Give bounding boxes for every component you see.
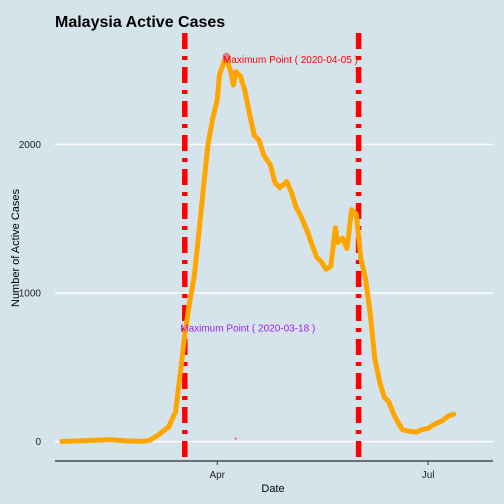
- y-tick-label: 0: [35, 437, 41, 448]
- markers: [222, 52, 237, 440]
- series-layer: [59, 54, 457, 444]
- y-tick-label: 1000: [19, 289, 42, 300]
- data-point-marker: [222, 52, 231, 61]
- chart-title: Malaysia Active Cases: [55, 14, 225, 31]
- axes: 0 1000 2000 Apr Jul: [19, 140, 493, 481]
- data-point-marker: [234, 437, 237, 440]
- y-axis-title: Number of Active Cases: [10, 189, 22, 307]
- annotations: Maximum Point ( 2020-04-05 ) Maximum Poin…: [180, 55, 358, 335]
- x-tick-label: Apr: [209, 470, 225, 481]
- x-tick-label: Jul: [422, 470, 435, 481]
- y-tick-label: 2000: [19, 140, 42, 151]
- x-axis-title: Date: [261, 483, 284, 495]
- annotation-label: Maximum Point ( 2020-03-18 ): [180, 324, 315, 335]
- gridlines: [55, 143, 493, 443]
- series-line: [59, 54, 457, 444]
- annotation-label: Maximum Point ( 2020-04-05 ): [223, 55, 358, 66]
